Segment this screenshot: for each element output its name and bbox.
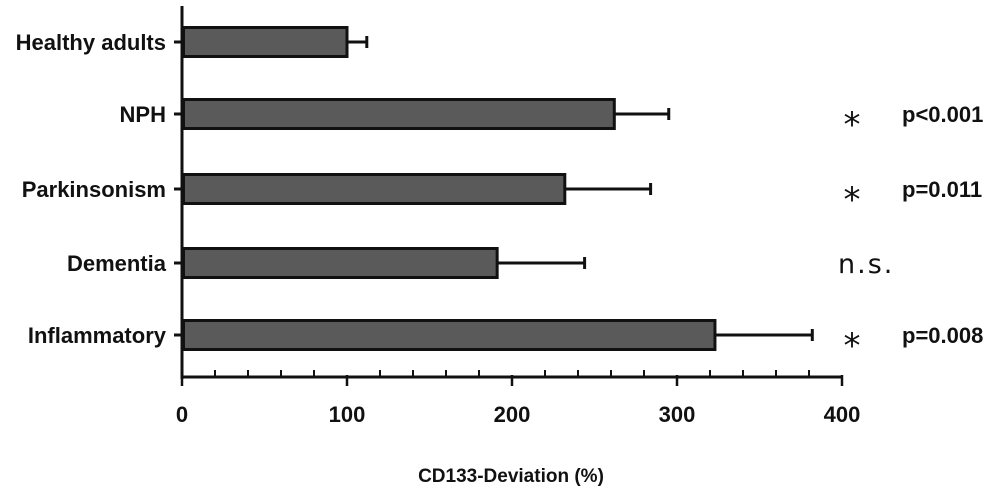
y-category-label: NPH <box>120 102 166 127</box>
x-tick-label: 300 <box>659 402 696 427</box>
bar-parkinsonism <box>182 173 567 205</box>
p-value-label: p=0.008 <box>902 323 983 348</box>
y-category-label: Parkinsonism <box>22 177 166 202</box>
label-layer: 0 100 200 300 400 Healthy adults NPH * p<0.001 Pa… <box>16 30 984 427</box>
y-category-label: Dementia <box>67 251 167 276</box>
x-axis-label: CD133-Deviation (%) <box>418 466 604 487</box>
bar-nph <box>182 98 616 130</box>
significance-star: * <box>844 105 861 145</box>
y-category-label: Healthy adults <box>16 30 166 55</box>
x-tick-label: 100 <box>329 402 366 427</box>
x-tick-label: 0 <box>176 402 188 427</box>
p-value-label: p<0.001 <box>902 102 983 127</box>
significance-star: * <box>844 326 861 366</box>
bar-healthy-adults <box>182 26 349 58</box>
bar-inflammatory <box>182 319 717 351</box>
x-tick-label: 400 <box>824 402 861 427</box>
bar-dementia <box>182 247 499 279</box>
axis-layer <box>174 6 844 386</box>
p-value-label: p=0.011 <box>902 177 982 202</box>
y-category-label: Inflammatory <box>28 323 167 348</box>
x-tick-label: 200 <box>494 402 531 427</box>
significance-star: * <box>844 180 861 220</box>
bars-layer <box>182 26 814 351</box>
not-significant-label: n.s. <box>838 249 894 280</box>
